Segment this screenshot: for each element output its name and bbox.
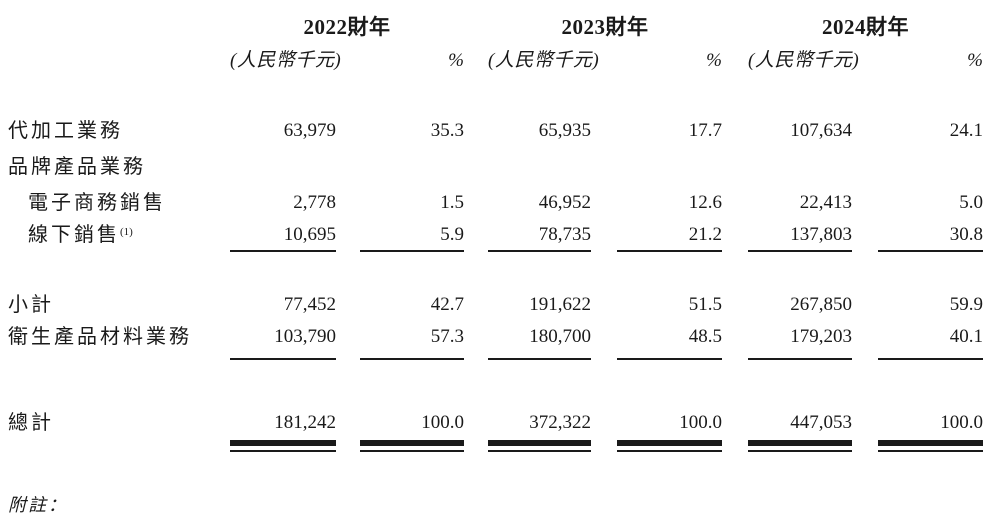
row-label: 衛生產品材料業務 xyxy=(8,326,192,348)
value-cell: 78,735 xyxy=(488,222,591,252)
total-double-rule xyxy=(748,440,852,452)
value-cell: 65,935 xyxy=(538,120,591,141)
value-cell: 103,790 xyxy=(230,324,336,360)
value-cell: 137,803 xyxy=(748,222,852,252)
value-cell: 5.0 xyxy=(959,192,983,213)
total-double-rule xyxy=(488,440,591,452)
value-cell: 179,203 xyxy=(748,324,852,360)
value-cell: 30.8 xyxy=(878,222,983,252)
value-cell: 12.6 xyxy=(688,192,722,213)
total-double-rule xyxy=(230,440,336,452)
value-cell: 447,053 xyxy=(790,412,852,433)
value-cell: 100.0 xyxy=(679,412,722,433)
value-cell: 22,413 xyxy=(799,192,852,213)
year-header-2022: 2022財年 xyxy=(303,15,391,39)
value-cell: 267,850 xyxy=(790,294,852,315)
value-cell: 100.0 xyxy=(940,412,983,433)
percent-label: % xyxy=(967,50,983,71)
subheader-group-2023: (人民幣千元) % xyxy=(488,49,722,73)
value-cell: 100.0 xyxy=(421,412,464,433)
row-label: 小計 xyxy=(8,294,54,316)
value-cell: 17.7 xyxy=(688,120,722,141)
value-cell: 181,242 xyxy=(274,412,336,433)
subheader-row: (人民幣千元) % (人民幣千元) % (人民幣千元) % xyxy=(8,40,992,73)
percent-label: % xyxy=(448,50,464,71)
value-cell: 40.1 xyxy=(878,324,983,360)
total-double-rule xyxy=(360,440,464,452)
table-row: 小計 77,452 42.7 191,622 51.5 267,850 59.9 xyxy=(8,286,992,318)
value-cell: 372,322 xyxy=(529,412,591,433)
value-cell: 57.3 xyxy=(360,324,464,360)
value-cell: 63,979 xyxy=(283,120,336,141)
value-cell: 21.2 xyxy=(617,222,722,252)
row-label: 代加工業務 xyxy=(8,120,123,142)
year-header-2024: 2024財年 xyxy=(822,15,909,39)
row-label: 線下銷售(1) xyxy=(8,222,230,252)
revenue-breakdown-table: 2022財年 2023財年 2024財年 (人民幣千元) % (人民幣千元) %… xyxy=(8,12,992,515)
row-label: 品牌產品業務 xyxy=(8,156,146,178)
unit-label: (人民幣千元) xyxy=(748,50,860,71)
value-cell: 24.1 xyxy=(949,120,983,141)
value-cell: 59.9 xyxy=(949,294,983,315)
percent-label: % xyxy=(706,50,722,71)
unit-label: (人民幣千元) xyxy=(488,50,600,71)
value-cell: 107,634 xyxy=(790,120,852,141)
table-row: 電子商務銷售 2,778 1.5 46,952 12.6 22,413 5.0 xyxy=(8,180,992,216)
table-row: 總計 181,242 100.0 372,322 100.0 447,053 1… xyxy=(8,410,992,436)
total-double-rule xyxy=(617,440,722,452)
value-cell: 77,452 xyxy=(283,294,336,315)
footnote-marker: (1) xyxy=(120,226,133,238)
value-cell: 180,700 xyxy=(488,324,591,360)
value-cell: 10,695 xyxy=(230,222,336,252)
total-rule-row xyxy=(8,440,992,452)
table-row: 衛生產品材料業務 103,790 57.3 180,700 48.5 179,2… xyxy=(8,318,992,360)
year-header-2023: 2023財年 xyxy=(561,15,649,39)
value-cell: 35.3 xyxy=(430,120,464,141)
row-label-text: 線下銷售 xyxy=(28,224,120,246)
table-row: 線下銷售(1) 10,695 5.9 78,735 21.2 137,803 3… xyxy=(8,216,992,252)
value-cell: 1.5 xyxy=(440,192,464,213)
value-cell: 42.7 xyxy=(430,294,464,315)
value-cell: 48.5 xyxy=(617,324,722,360)
footnote-label: 附註： xyxy=(8,495,68,515)
table-row: 代加工業務 63,979 35.3 65,935 17.7 107,634 24… xyxy=(8,114,992,144)
value-cell: 2,778 xyxy=(293,192,336,213)
value-cell: 46,952 xyxy=(538,192,591,213)
unit-label: (人民幣千元) xyxy=(230,50,342,71)
subheader-group-2022: (人民幣千元) % xyxy=(230,49,464,73)
value-cell: 5.9 xyxy=(360,222,464,252)
value-cell: 191,622 xyxy=(529,294,591,315)
total-double-rule xyxy=(878,440,983,452)
subheader-group-2024: (人民幣千元) % xyxy=(748,49,983,73)
year-header-row: 2022財年 2023財年 2024財年 xyxy=(8,12,992,40)
row-label: 總計 xyxy=(8,412,54,434)
value-cell: 51.5 xyxy=(688,294,722,315)
table-row: 品牌產品業務 xyxy=(8,144,992,180)
row-label: 電子商務銷售 xyxy=(28,192,166,214)
